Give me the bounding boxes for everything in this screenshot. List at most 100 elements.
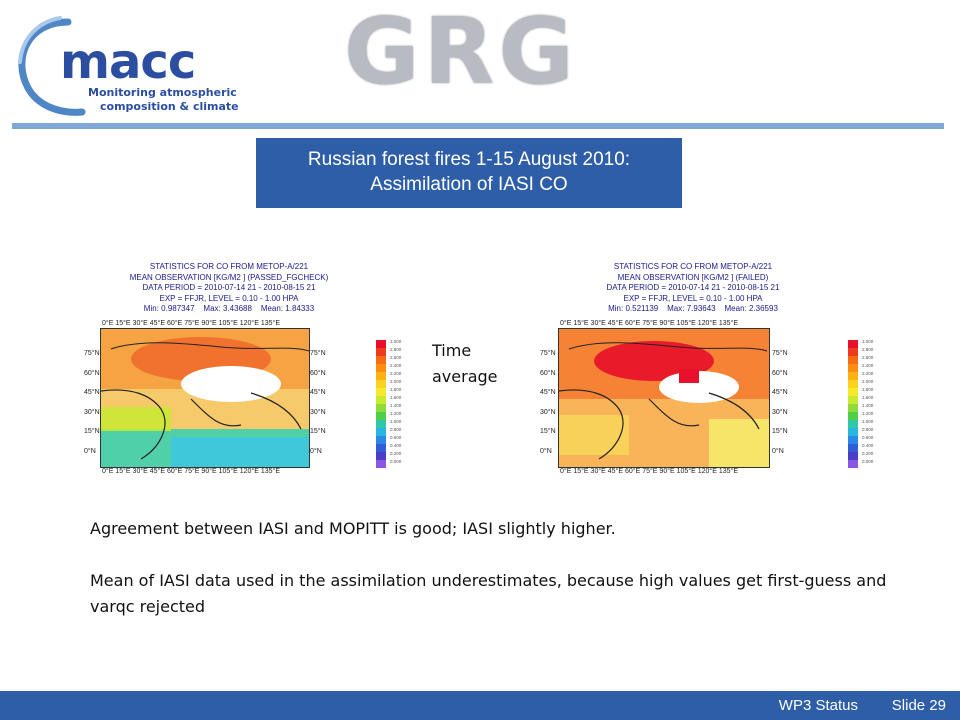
colorbar-tick-label: 2.200: [390, 371, 402, 376]
colorbar-segment: [848, 452, 858, 460]
lat-tick: 45°N: [772, 389, 788, 396]
macc-logo-text: macc: [60, 34, 196, 90]
colorbar-tick-label: 2.600: [390, 355, 402, 360]
left-lat-ticks: 75°N 60°N 45°N 30°N 15°N 0°N: [84, 344, 100, 461]
lon-tick: 90°E: [201, 468, 217, 475]
lon-tick: 75°E: [642, 320, 658, 327]
colorbar-segment: [848, 460, 858, 468]
right-stats-line: STATISTICS FOR CO FROM METOP-A/221: [613, 262, 773, 271]
colorbar-tick-label: 2.800: [862, 347, 874, 352]
colorbar-tick-label: 0.000: [862, 459, 874, 464]
colorbar-segment: [376, 364, 386, 372]
lat-tick: 60°N: [540, 369, 556, 377]
left-stats-line: EXP = FFJR, LEVEL = 0.10 - 1.00 HPA: [159, 293, 299, 303]
lon-tick: 75°E: [642, 468, 658, 475]
lat-tick: 60°N: [84, 369, 100, 377]
lon-tick: 75°E: [184, 468, 200, 475]
colorbar-tick-label: 1.000: [862, 419, 874, 424]
colorbar-segment: [848, 372, 858, 380]
left-lat-ticks-right: 75°N 60°N 45°N 30°N 15°N 0°N: [310, 344, 326, 461]
colorbar-tick-label: 2.400: [862, 363, 874, 368]
mean-value: 2.36593: [748, 304, 778, 313]
colorbar-segment: [848, 380, 858, 388]
lon-tick: 60°E: [166, 320, 183, 327]
time-average-line2: average: [432, 367, 498, 386]
lon-tick: 45°E: [149, 468, 166, 475]
max-label: Max:: [667, 304, 685, 313]
colorbar-tick-label: 1.800: [862, 387, 874, 392]
right-colorbar-labels: 3.000 2.800 2.600 2.400 2.200 2.000 1.800 1.600…: [862, 338, 873, 466]
min-value: 0.987347: [161, 304, 195, 313]
lon-tick: 120°E: [697, 468, 717, 475]
colorbar-segment: [848, 444, 858, 452]
lon-tick: 0°E: [102, 468, 114, 475]
lon-tick: 105°E: [676, 320, 696, 327]
lon-tick: 60°E: [624, 468, 641, 475]
lon-tick: 90°E: [201, 320, 217, 327]
colorbar-tick-label: 0.200: [390, 451, 402, 456]
macc-tagline-line2: composition & climate: [100, 100, 239, 113]
lat-tick: 15°N: [310, 428, 326, 435]
colorbar-segment: [376, 444, 386, 452]
lon-tick: 30°E: [132, 468, 148, 475]
left-stats-line: MEAN OBSERVATION [KG/M2 ] (PASSED_FGCHEC…: [129, 272, 329, 282]
lat-tick: 30°N: [310, 408, 326, 416]
lon-tick: 135°E: [718, 320, 739, 327]
right-stats-header: STATISTICS FOR CO FROM METOP-A/221 MEAN …: [568, 262, 818, 315]
lat-tick: 45°N: [84, 389, 100, 396]
colorbar-tick-label: 2.000: [862, 379, 874, 384]
max-label: Max:: [203, 304, 221, 313]
slide-title-line2: Assimilation of IASI CO: [370, 174, 568, 195]
lat-tick: 30°N: [540, 408, 556, 416]
lon-tick: 120°E: [697, 320, 717, 327]
colorbar-tick-label: 0.400: [390, 443, 402, 448]
lat-tick: 15°N: [772, 428, 788, 435]
colorbar-tick-label: 0.800: [390, 427, 402, 432]
lon-tick: 135°E: [260, 468, 281, 475]
colorbar-tick-label: 1.200: [862, 411, 874, 416]
lon-tick: 120°E: [239, 320, 259, 327]
right-figure-panel: STATISTICS FOR CO FROM METOP-A/221 MEAN …: [540, 262, 890, 482]
right-lon-ticks-top: 0°E 15°E 30°E 45°E 60°E 75°E 90°E 105°E …: [560, 320, 738, 327]
colorbar-segment: [376, 452, 386, 460]
lon-tick: 0°E: [102, 320, 114, 327]
time-average-label: Time average: [432, 338, 522, 390]
colorbar-tick-label: 2.600: [862, 355, 874, 360]
slide-number: Slide 29: [891, 697, 946, 714]
body-paragraph-2: Mean of IASI data used in the assimilati…: [90, 571, 887, 616]
left-figure-panel: STATISTICS FOR CO FROM METOP-A/221 MEAN …: [84, 262, 414, 482]
colorbar-segment: [848, 340, 858, 348]
lon-tick: 90°E: [659, 468, 675, 475]
left-stats-header: STATISTICS FOR CO FROM METOP-A/221 MEAN …: [104, 262, 354, 315]
lat-tick: 60°N: [310, 369, 326, 377]
colorbar-tick-label: 0.800: [862, 427, 874, 432]
colorbar-tick-label: 1.400: [390, 403, 402, 408]
lon-tick: 105°E: [676, 468, 696, 475]
colorbar-segment: [848, 436, 858, 444]
macc-logo-swoosh-icon: [18, 16, 86, 116]
colorbar-segment: [376, 460, 386, 468]
left-stats-line: STATISTICS FOR CO FROM METOP-A/221: [149, 262, 309, 271]
colorbar-segment: [848, 356, 858, 364]
lon-tick: 60°E: [166, 468, 183, 475]
min-label: Min:: [143, 304, 159, 313]
colorbar-tick-label: 0.000: [390, 459, 402, 464]
lat-tick: 75°N: [540, 350, 556, 357]
right-stats-line: DATA PERIOD = 2010-07-14 21 - 2010-08-15…: [606, 283, 780, 292]
right-lon-ticks-bottom: 0°E 15°E 30°E 45°E 60°E 75°E 90°E 105°E …: [560, 468, 738, 475]
colorbar-tick-label: 1.200: [390, 411, 402, 416]
left-stats-minmaxmean: Min: 0.987347 Max: 3.43688 Mean: 1.84333: [104, 304, 354, 315]
lon-tick: 45°E: [149, 320, 166, 327]
macc-tagline-line1: Monitoring atmospheric: [88, 86, 237, 99]
lat-tick: 15°N: [84, 428, 100, 435]
colorbar-segment: [376, 356, 386, 364]
colorbar-segment: [376, 420, 386, 428]
colorbar-segment: [376, 380, 386, 388]
right-co-map: [558, 328, 770, 468]
lat-tick: 30°N: [772, 408, 788, 416]
lat-tick: 0°N: [310, 447, 322, 455]
lon-tick: 30°E: [590, 320, 606, 327]
lon-tick: 30°E: [132, 320, 148, 327]
grg-logo: GRG: [344, 0, 578, 105]
colorbar-tick-label: 3.000: [390, 339, 402, 344]
